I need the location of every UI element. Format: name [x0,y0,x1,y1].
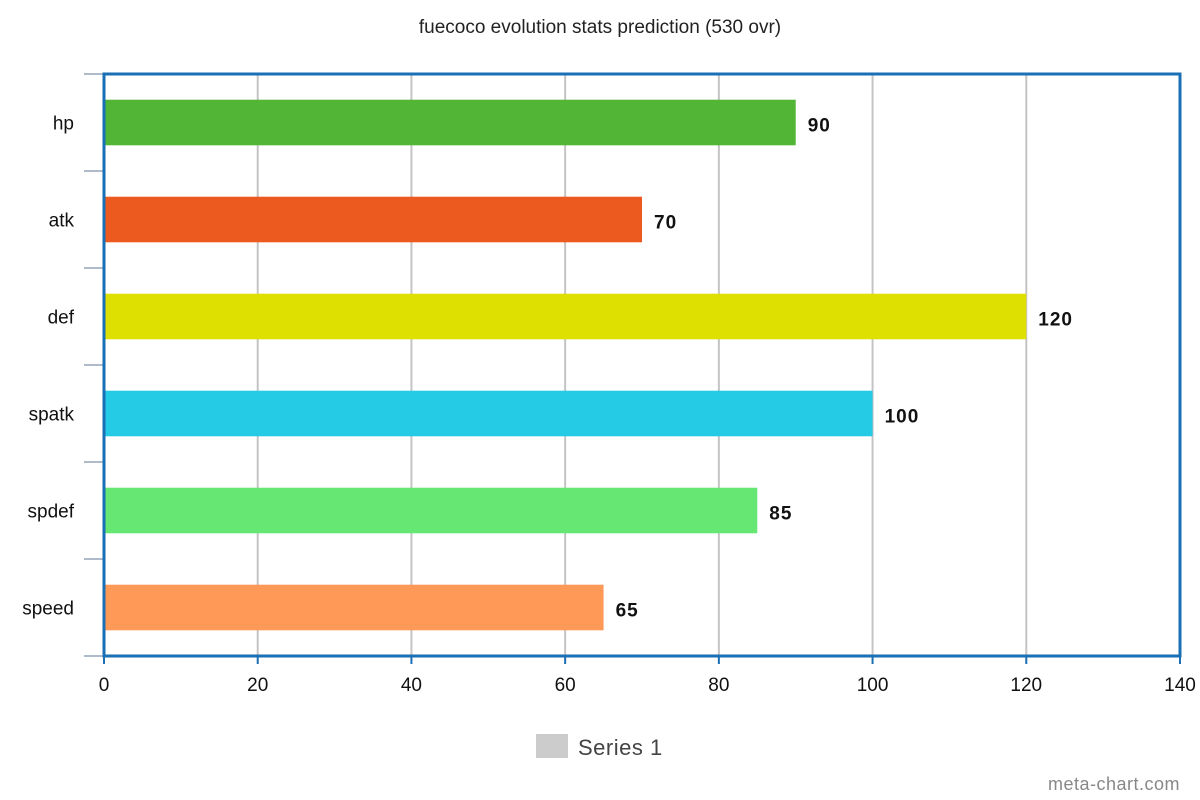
category-label: spdef [28,502,75,523]
bar-def[interactable] [105,293,1027,340]
gridlines [256,74,1028,656]
category-tick-marks [84,73,104,657]
bars [105,99,1027,631]
x-tick-label: 40 [401,675,422,696]
category-label: def [48,308,75,329]
data-label-spdef: 85 [769,504,792,525]
bar-atk[interactable] [105,196,643,243]
x-tick-label: 80 [708,675,729,696]
credit-text: meta-chart.com [1048,774,1180,794]
x-tick-label: 100 [857,675,889,696]
data-label-hp: 90 [808,116,831,137]
legend-swatch [536,734,568,758]
x-tick-label: 20 [247,675,268,696]
category-label: speed [22,599,74,620]
x-tick-label: 120 [1010,675,1042,696]
x-axis-ticks: 0 20 40 60 80 100 120 140 [99,656,1196,696]
data-labels: 90 70 120 100 85 65 [616,116,1073,622]
bar-hp[interactable] [105,99,796,146]
x-tick-label: 0 [99,675,110,696]
legend-label: Series 1 [578,735,663,760]
bar-spdef[interactable] [105,487,758,534]
bar-spatk[interactable] [105,390,873,437]
data-label-atk: 70 [654,213,677,234]
category-label: spatk [29,405,75,426]
legend[interactable]: Series 1 [536,734,663,760]
bar-speed[interactable] [105,584,604,631]
data-label-speed: 65 [616,601,639,622]
data-label-def: 120 [1038,310,1073,331]
data-label-spatk: 100 [885,407,920,428]
x-tick-label: 60 [555,675,576,696]
category-labels: hp atk def spatk spdef speed [22,114,74,620]
chart-title: fuecoco evolution stats prediction (530 … [419,17,781,38]
plot-frame [102,72,1182,658]
category-label: atk [49,211,75,232]
x-tick-label: 140 [1164,675,1196,696]
category-label: hp [53,114,74,135]
